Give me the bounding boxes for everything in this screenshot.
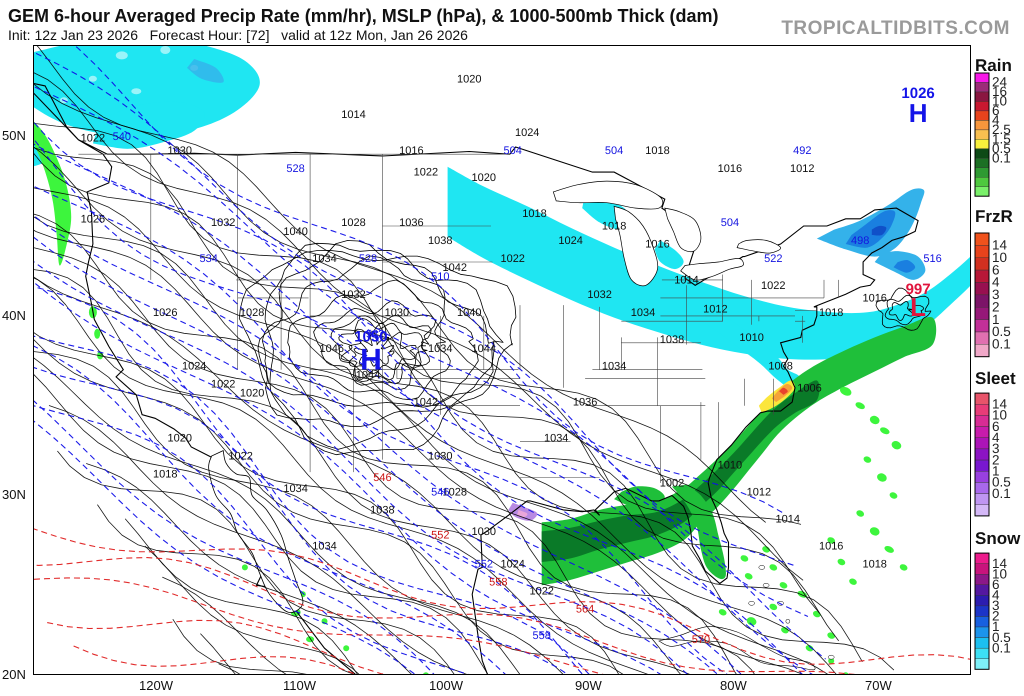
svg-text:Sleet: Sleet (975, 369, 1016, 388)
svg-text:FrzR: FrzR (975, 207, 1013, 226)
svg-text:0.1: 0.1 (992, 486, 1011, 501)
svg-text:0.1: 0.1 (992, 640, 1011, 655)
svg-text:0.1: 0.1 (992, 337, 1011, 352)
svg-text:Rain: Rain (975, 56, 1012, 75)
svg-text:0.1: 0.1 (992, 151, 1011, 166)
svg-text:Snow: Snow (975, 529, 1021, 548)
